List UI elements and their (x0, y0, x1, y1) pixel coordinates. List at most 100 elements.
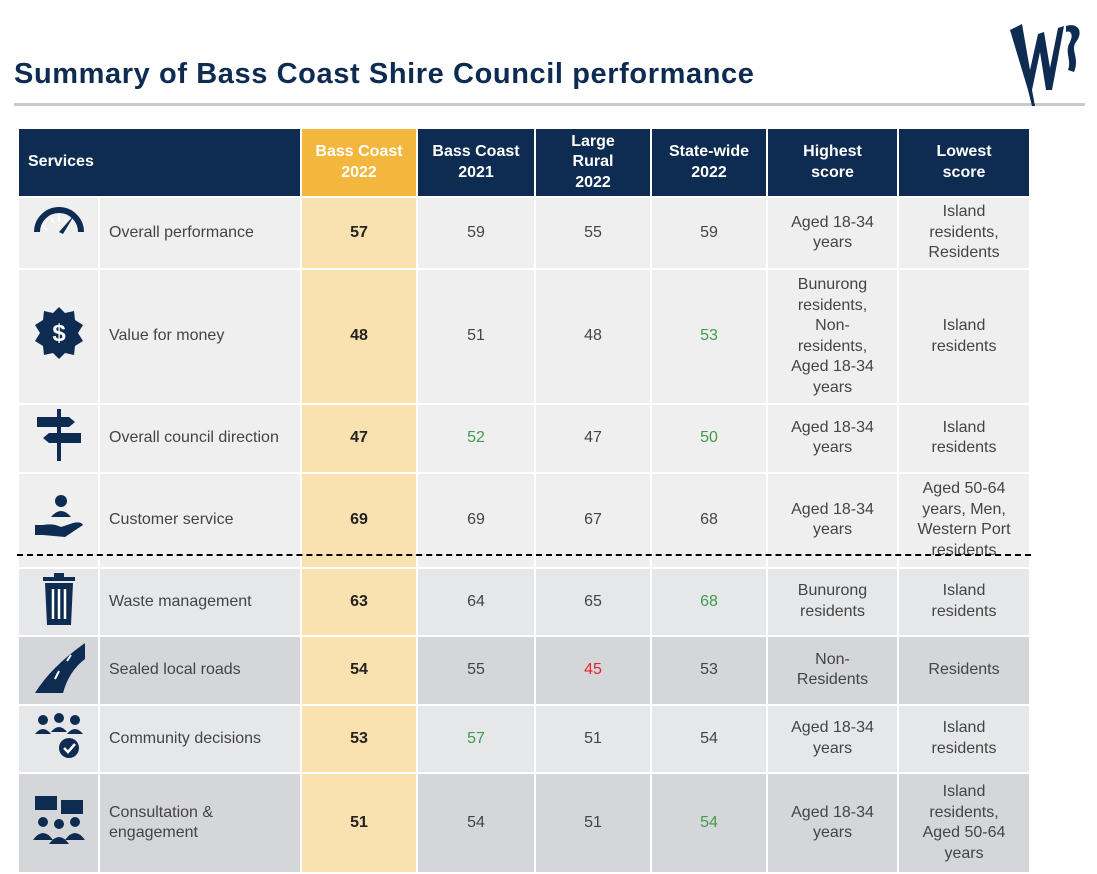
score-cell: 51 (300, 772, 418, 874)
text-line: Sealed local roads (109, 661, 241, 678)
text-line: 2022 (575, 173, 611, 191)
text-line: Aged 18-34 (791, 803, 874, 821)
score-cell: 65 (534, 566, 652, 637)
service-row: Overall performance 57 59 55 59 Aged 18-34 yea… (17, 196, 1031, 270)
score-cell: 68 (650, 566, 768, 637)
text-line: Bass Coast (315, 143, 403, 160)
text-line: residents, (797, 337, 868, 355)
lowest-score: Island residents (897, 268, 1031, 405)
text-line: Waste management (109, 592, 252, 610)
text-line: Island (942, 317, 986, 334)
icon (36, 409, 81, 461)
service-icon (17, 403, 100, 474)
column-header: Bass Coast 2021 (416, 127, 536, 198)
score-cell: 59 (416, 196, 536, 270)
text-line: Island (942, 783, 986, 800)
highest-score: Bunurong residents, Non-residents, Aged 18-… (766, 268, 899, 405)
text-line: residents, (797, 296, 868, 314)
text-line: score (811, 163, 854, 181)
service-icon: $ (17, 268, 100, 405)
text-line: 2021 (458, 163, 494, 181)
score-cell: 51 (534, 772, 652, 874)
highest-score: Aged 18-34 years (766, 196, 899, 270)
service-name: Overall council direction (98, 403, 302, 474)
column-header: Large Rural 2022 (534, 127, 652, 198)
score-cell: 57 (300, 196, 418, 270)
score-cell: 51 (416, 268, 536, 405)
service-name: Community decisions (98, 703, 302, 774)
text-line: engagement (109, 824, 198, 841)
svg-text:$: $ (52, 320, 66, 347)
score-cell: 45 (534, 635, 652, 706)
score-cell: 55 (534, 196, 652, 270)
text-line: Overall performance (109, 223, 254, 241)
column-header: State-wide 2022 (650, 127, 768, 198)
score-cell: 53 (300, 703, 418, 774)
icon (32, 795, 85, 844)
text-line: Aged 18-34 (791, 213, 874, 231)
text-line: years (812, 439, 853, 457)
text-line: residents (800, 602, 865, 620)
score-cell: 51 (534, 703, 652, 774)
text-line: residents (931, 337, 997, 355)
score-cell: 54 (416, 772, 536, 874)
lowest-score: Island residents (897, 403, 1031, 474)
service-row: Sealed local roads 54 55 45 53 Non- Residents R… (17, 635, 1031, 706)
service-name: Overall performance (98, 196, 302, 270)
service-name: Waste management (98, 566, 302, 637)
text-line: Island (942, 582, 986, 600)
service-icon (17, 772, 100, 874)
text-line: Bunurong (797, 582, 868, 600)
text-line: residents (931, 739, 997, 757)
score-cell: 50 (650, 403, 768, 474)
service-icon (17, 196, 100, 270)
service-icon (17, 635, 100, 706)
text-line: Non- (815, 650, 850, 668)
score-cell: 48 (534, 268, 652, 405)
score-cell: 68 (650, 471, 768, 569)
lowest-score: Island residents (897, 566, 1031, 637)
score-cell: 54 (650, 703, 768, 774)
score-cell: 53 (650, 268, 768, 405)
text-line: Community decisions (109, 729, 262, 747)
service-row: Customer service 69 69 67 68 Aged 18-34 years A… (17, 471, 1031, 569)
text-line: years (812, 824, 853, 841)
text-line: Aged 18-34 (791, 418, 874, 436)
column-header: Bass Coast 2022 (300, 127, 418, 198)
column-header: Highest score (766, 127, 899, 198)
service-row: Waste management 63 64 65 68 Bunurong resident… (17, 566, 1031, 637)
text-line: Aged 50-64 (922, 824, 1006, 841)
text-line: years (812, 234, 853, 251)
text-line: Aged 18-34 (791, 500, 874, 518)
text-line: Services (28, 153, 94, 171)
summary-table: Services Bass Coast 2022 Bass Coast 2021 Larg… (17, 127, 1031, 874)
service-icon (17, 566, 100, 637)
text-line: Lowest (936, 143, 992, 160)
icon (34, 643, 85, 693)
lowest-score: Island residents (897, 703, 1031, 774)
text-line: Island (942, 203, 986, 221)
lowest-score: Aged 50-64 years, Men, Western Port residen… (897, 471, 1031, 569)
score-cell: 52 (416, 403, 536, 474)
text-line: residents (931, 439, 997, 457)
text-line: Aged 18-34 (791, 719, 874, 737)
title-rule (14, 103, 1085, 106)
service-name: Value for money (98, 268, 302, 405)
score-cell: 54 (300, 635, 418, 706)
highest-score: Bunurong residents (766, 566, 899, 637)
text-line: Residents (796, 671, 869, 689)
score-cell: 48 (300, 268, 418, 405)
score-cell: 57 (416, 703, 536, 774)
score-cell: 69 (300, 471, 418, 569)
text-line: Bass Coast (432, 143, 520, 160)
icon: $ (34, 307, 83, 360)
service-row: Consultation & engagement 51 54 51 54 Aged 18-… (17, 772, 1031, 874)
score-cell: 69 (416, 471, 536, 569)
score-cell: 67 (534, 471, 652, 569)
text-line: score (942, 163, 986, 181)
icon (34, 494, 83, 537)
highest-score: Non- Residents (766, 635, 899, 706)
text-line: Island (942, 719, 986, 737)
text-line: Residents (928, 244, 1000, 262)
score-cell: 47 (534, 403, 652, 474)
